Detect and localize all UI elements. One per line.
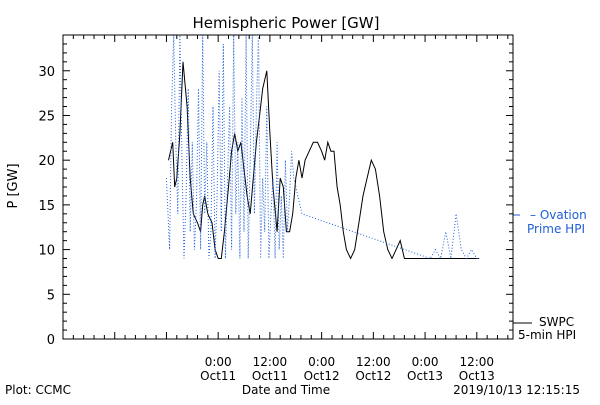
x-tick-date-label: Oct13: [407, 369, 443, 383]
y-tick-label: 20: [38, 154, 55, 169]
y-tick-label: 30: [38, 65, 55, 80]
y-tick-label: 5: [47, 288, 55, 303]
y-tick-label: 10: [38, 244, 55, 259]
series-line-ovation: [165, 35, 480, 260]
legend-ovation: – Ovation Prime HPI: [513, 208, 587, 236]
y-tick-label: 25: [38, 109, 55, 124]
y-tick-label: 15: [38, 199, 55, 214]
series-line-swpc: [168, 61, 479, 260]
legend-ovation-label-1: – Ovation: [530, 208, 587, 222]
y-tick-label: 0: [47, 333, 55, 348]
x-axis-label: Date and Time: [242, 383, 330, 397]
chart-title: Hemispheric Power [GW]: [193, 14, 380, 32]
x-tick-time-label: 12:00: [356, 355, 391, 369]
x-tick-time-label: 0:00: [205, 355, 232, 369]
legend-swpc: SWPC 5-min HPI: [513, 315, 576, 342]
plot-area: 0510152025300:00Oct1112:00Oct110:00Oct12…: [38, 34, 514, 383]
x-tick-time-label: 0:00: [412, 355, 439, 369]
x-tick-time-label: 12:00: [253, 355, 288, 369]
plot-credit: Plot: CCMC: [5, 383, 71, 397]
x-tick-date-label: Oct11: [200, 369, 236, 383]
x-tick-date-label: Oct12: [304, 369, 340, 383]
x-tick-date-label: Oct12: [355, 369, 391, 383]
x-tick-date-label: Oct11: [252, 369, 288, 383]
y-axis-label: P [GW]: [6, 163, 21, 208]
x-tick-time-label: 12:00: [459, 355, 494, 369]
x-tick-time-label: 0:00: [308, 355, 335, 369]
x-tick-date-label: Oct13: [459, 369, 495, 383]
timestamp: 2019/10/13 12:15:15: [453, 383, 580, 397]
legend-swpc-label-2: 5-min HPI: [518, 328, 576, 342]
legend-swpc-label-1: SWPC: [539, 315, 574, 329]
legend-ovation-label-2: Prime HPI: [527, 222, 585, 236]
